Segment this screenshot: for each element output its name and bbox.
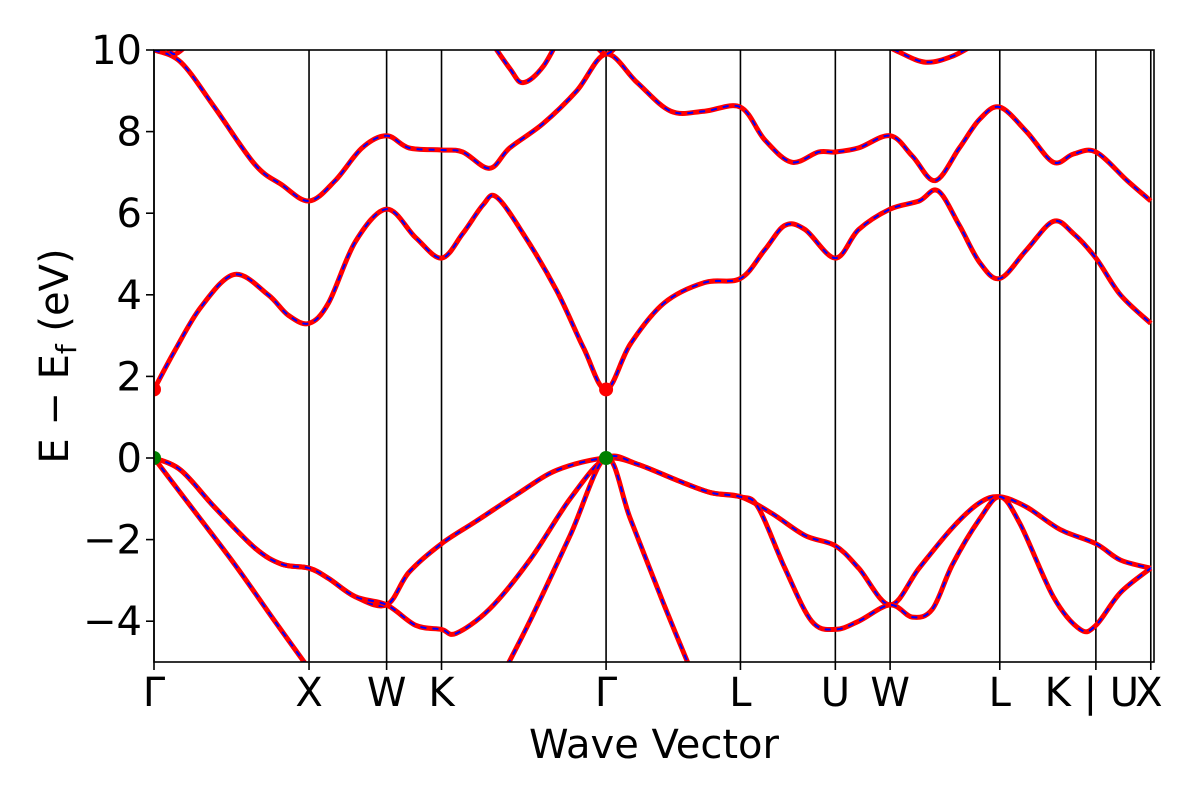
y-tick-label-5: 0 <box>117 436 142 482</box>
y-tick-label-2: 6 <box>117 191 142 237</box>
band-5 <box>506 455 691 662</box>
x-tick-label-8: L <box>989 670 1012 716</box>
band-2-dash <box>154 456 1152 607</box>
plot-frame <box>153 49 1155 663</box>
x-tick-label-0: Γ <box>143 670 166 716</box>
band-1 <box>154 187 1153 392</box>
x-tick-label-6: U <box>821 670 850 716</box>
extrema-markers <box>154 382 614 465</box>
x-tick-label-9: K | U <box>1045 670 1139 716</box>
y-axis-title-sub: f <box>50 343 83 354</box>
y-tick-label-1: 8 <box>117 110 142 156</box>
x-tick-label-1: X <box>295 670 322 716</box>
band-3 <box>154 453 1153 637</box>
cbm-marker-0 <box>154 382 161 397</box>
x-tick-label-3: K <box>428 670 456 716</box>
band-2 <box>154 455 1152 609</box>
band-4-dash <box>154 457 306 662</box>
y-tick-label-0: 10 <box>91 28 142 74</box>
band-9-dash <box>892 50 967 64</box>
cbm-marker-1 <box>599 382 614 397</box>
y-tick-label-7: −4 <box>83 599 142 645</box>
x-axis-title: Wave Vector <box>529 722 780 768</box>
band-3-dash <box>154 454 1152 636</box>
y-tick-label-6: −2 <box>83 518 142 564</box>
y-ticks: 10 8 6 4 2 0 −2 −4 <box>83 28 154 645</box>
band-9 <box>889 50 970 65</box>
vbm-marker-0 <box>154 451 161 465</box>
band-6-dash <box>167 50 183 56</box>
bands <box>154 50 1153 662</box>
y-axis-title: E − Ef (eV) <box>32 248 83 463</box>
band-7 <box>493 50 556 86</box>
band-0 <box>154 50 1153 204</box>
y-tick-label-4: 2 <box>117 354 142 400</box>
band-8 <box>596 50 617 57</box>
y-axis-title-unit: (eV) <box>32 248 78 344</box>
x-tick-label-10: X <box>1135 670 1162 716</box>
band-5-dash <box>507 457 689 662</box>
y-axis-title-main: E − E <box>32 354 78 464</box>
band-0-dash <box>154 50 1152 202</box>
x-tick-label-7: W <box>870 670 910 716</box>
x-tick-label-4: Γ <box>595 670 618 716</box>
x-tick-label-2: W <box>367 670 407 716</box>
y-tick-label-3: 4 <box>117 273 142 319</box>
band-1-dash <box>154 188 1152 391</box>
vbm-marker-1 <box>599 451 614 465</box>
x-tick-label-5: L <box>729 670 752 716</box>
